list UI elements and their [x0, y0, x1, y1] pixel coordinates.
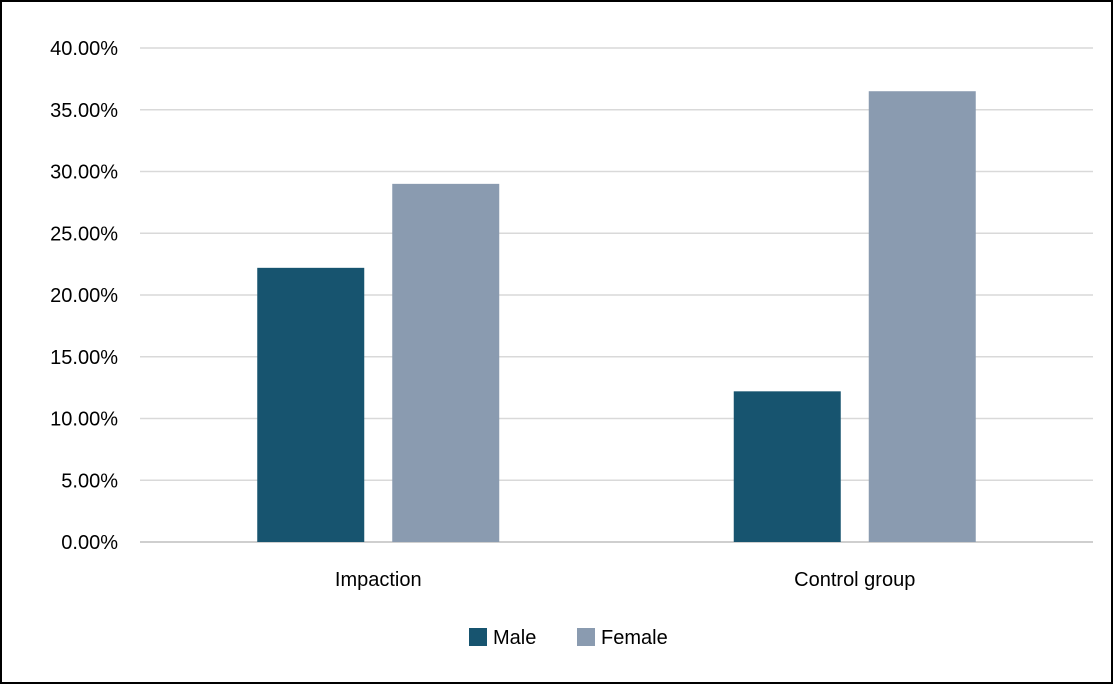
bar-male-impaction [257, 267, 365, 542]
legend-label-female: Female [601, 627, 668, 649]
legend-swatch-female [577, 628, 595, 646]
y-tick-label: 25.00% [50, 223, 118, 245]
y-tick-label: 10.00% [50, 409, 118, 431]
y-tick-label: 0.00% [61, 532, 118, 554]
legend-swatch-male [469, 628, 487, 646]
bar-male-control-group [733, 391, 841, 542]
y-tick-label: 35.00% [50, 100, 118, 122]
bar-female-impaction [392, 183, 500, 542]
y-axis-tick-labels: 0.00% 5.00% 10.00% 15.00% 20.00% 25.00% 30.00%… [50, 38, 118, 554]
legend-label-male: Male [493, 627, 536, 649]
y-tick-label: 40.00% [50, 38, 118, 60]
x-tick-label: Impaction [335, 569, 422, 591]
bars [257, 91, 976, 542]
x-tick-label: Control group [794, 569, 915, 591]
x-axis-tick-labels: Impaction Control group [335, 569, 915, 591]
y-tick-label: 15.00% [50, 347, 118, 369]
y-tick-label: 5.00% [61, 470, 118, 492]
bar-female-control-group [868, 91, 976, 542]
y-tick-label: 30.00% [50, 162, 118, 184]
y-tick-label: 20.00% [50, 285, 118, 307]
legend: Male Female [469, 627, 668, 649]
